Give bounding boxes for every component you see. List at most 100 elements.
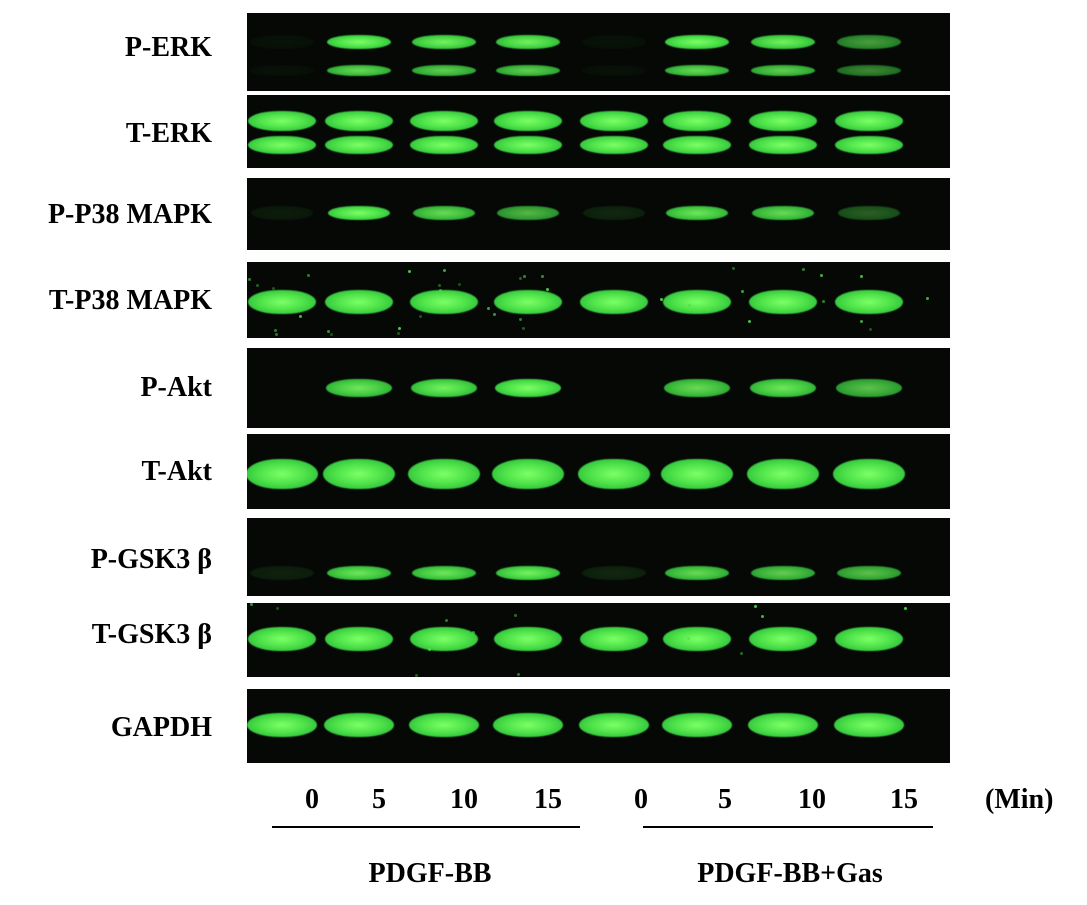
protein-band	[327, 35, 391, 49]
protein-band	[492, 459, 564, 489]
background-speck	[706, 308, 709, 311]
background-speck	[443, 269, 446, 272]
background-speck	[250, 603, 253, 606]
background-speck	[522, 327, 525, 330]
protein-band	[835, 111, 903, 131]
protein-band	[248, 627, 316, 651]
protein-band	[582, 35, 646, 49]
protein-band	[493, 713, 563, 737]
protein-band	[413, 206, 475, 220]
lane-label: 0	[634, 784, 648, 815]
background-speck	[438, 284, 441, 287]
protein-band	[248, 136, 316, 154]
background-speck	[419, 315, 422, 318]
protein-band	[663, 111, 731, 131]
background-speck	[546, 288, 549, 291]
protein-band	[833, 459, 905, 489]
protein-band	[497, 206, 559, 220]
protein-band	[408, 459, 480, 489]
protein-band	[410, 111, 478, 131]
background-speck	[763, 641, 766, 644]
protein-band	[412, 64, 476, 76]
protein-band	[328, 206, 390, 220]
row-label-t-gsk3b: T-GSK3 β	[91, 619, 212, 650]
protein-band	[580, 136, 648, 154]
protein-band	[838, 206, 900, 220]
protein-band	[495, 379, 561, 397]
protein-band	[325, 136, 393, 154]
background-speck	[519, 277, 522, 280]
background-speck	[398, 327, 401, 330]
protein-band	[580, 111, 648, 131]
protein-band	[837, 64, 901, 76]
background-speck	[327, 330, 330, 333]
protein-band	[494, 111, 562, 131]
protein-band	[749, 290, 817, 314]
background-speck	[272, 287, 275, 290]
protein-band	[251, 206, 313, 220]
background-speck	[822, 300, 825, 303]
protein-band	[583, 206, 645, 220]
blot-panel-p-akt	[247, 348, 950, 428]
blot-panel-p-p38-mapk	[247, 178, 950, 250]
protein-band	[496, 566, 560, 580]
protein-band	[834, 713, 904, 737]
group-line-pdgf-bb-gas	[643, 826, 933, 828]
background-speck	[687, 637, 690, 640]
row-label-p-gsk3b: P-GSK3 β	[90, 544, 212, 575]
protein-band	[325, 627, 393, 651]
protein-band	[494, 290, 562, 314]
protein-band	[411, 379, 477, 397]
protein-band	[323, 459, 395, 489]
background-speck	[860, 275, 863, 278]
background-speck	[748, 320, 751, 323]
background-speck	[660, 298, 663, 301]
row-label-t-akt: T-Akt	[141, 456, 212, 487]
lane-label: 5	[372, 784, 386, 815]
protein-band	[412, 566, 476, 580]
protein-band	[327, 566, 391, 580]
protein-band	[409, 713, 479, 737]
protein-band	[250, 566, 314, 580]
group-label-pdgf-bb: PDGF-BB	[368, 858, 492, 889]
lane-label: 5	[718, 784, 732, 815]
protein-band	[326, 379, 392, 397]
background-speck	[505, 298, 508, 301]
background-speck	[820, 274, 823, 277]
protein-band	[665, 566, 729, 580]
time-unit-label: (Min)	[985, 784, 1054, 815]
protein-band	[248, 111, 316, 131]
background-speck	[904, 607, 907, 610]
protein-band	[327, 64, 391, 76]
protein-band	[250, 35, 314, 49]
blot-panel-t-gsk3b	[247, 603, 950, 677]
row-label-p-akt: P-Akt	[140, 372, 212, 403]
protein-band	[582, 65, 646, 76]
protein-band	[751, 35, 815, 49]
protein-band	[666, 206, 728, 220]
background-speck	[869, 328, 872, 331]
background-speck	[802, 268, 805, 271]
protein-band	[324, 713, 394, 737]
row-label-t-erk: T-ERK	[125, 118, 212, 149]
protein-band	[748, 713, 818, 737]
lane-label: 0	[305, 784, 319, 815]
protein-band	[494, 627, 562, 651]
background-speck	[463, 300, 466, 303]
row-label-p-erk: P-ERK	[124, 32, 212, 63]
background-speck	[472, 631, 475, 634]
group-label-pdgf-bb-gas: PDGF-BB+Gas	[697, 858, 883, 889]
lane-label: 10	[450, 784, 478, 815]
background-speck	[445, 619, 448, 622]
protein-band	[248, 290, 316, 314]
blot-panel-gapdh	[247, 689, 950, 763]
protein-band	[663, 136, 731, 154]
blot-panel-p-erk	[247, 13, 950, 91]
lane-label: 15	[890, 784, 918, 815]
protein-band	[580, 290, 648, 314]
background-speck	[428, 648, 431, 651]
background-speck	[754, 605, 757, 608]
background-speck	[276, 607, 279, 610]
protein-band	[578, 459, 650, 489]
protein-band	[749, 627, 817, 651]
